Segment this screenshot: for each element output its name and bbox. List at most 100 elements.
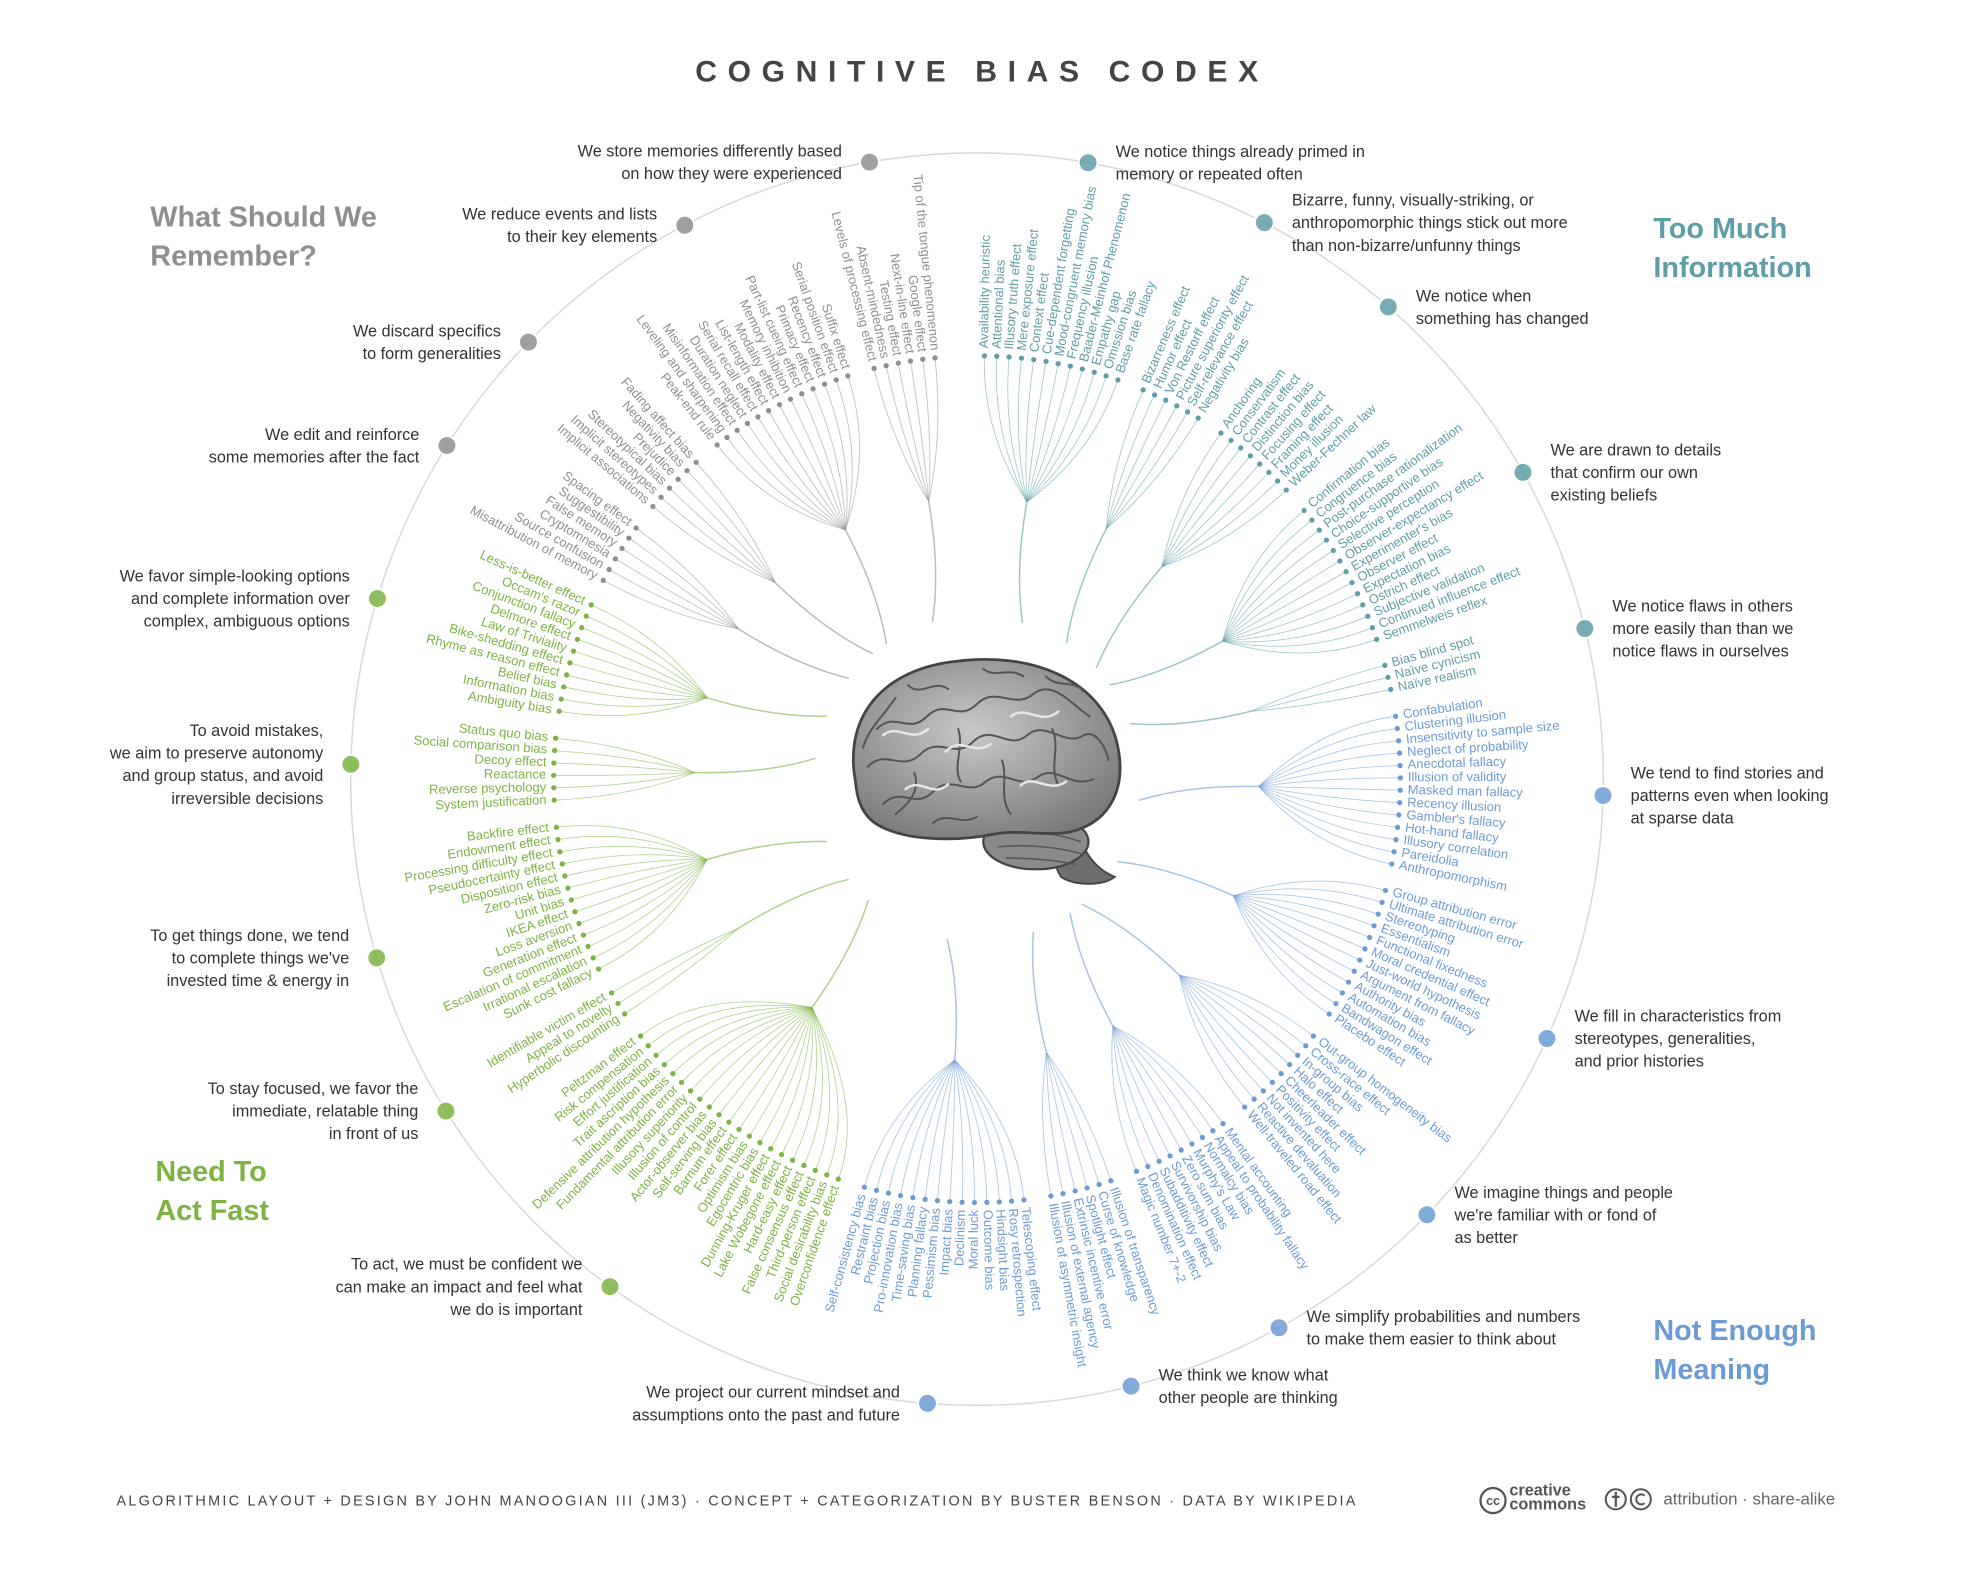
group-label: invested time & energy in	[167, 972, 350, 990]
branch	[1026, 363, 1047, 502]
branch	[1045, 1052, 1099, 1183]
bias-dot	[1251, 1096, 1257, 1102]
branch	[1258, 786, 1397, 816]
bias-dot	[1257, 461, 1263, 467]
branch	[679, 480, 776, 583]
group-label: existing beliefs	[1551, 487, 1658, 505]
branch	[718, 446, 846, 531]
bias-label: Anecdotal fallacy	[1407, 754, 1506, 772]
cc-badge	[1479, 1486, 1507, 1515]
group-label: We edit and reinforce	[265, 426, 419, 444]
bias-dot	[714, 442, 720, 448]
bias-dot	[590, 955, 596, 961]
branch	[1258, 728, 1395, 787]
branch	[804, 1007, 823, 1164]
branch	[1007, 359, 1028, 502]
branch	[613, 928, 739, 993]
branch	[710, 1007, 813, 1106]
group-dot	[674, 214, 696, 236]
branch	[922, 361, 931, 502]
branch	[924, 1059, 956, 1197]
group-label: patterns even when looking	[1631, 787, 1829, 805]
branch	[556, 772, 696, 801]
bias-dot	[565, 885, 571, 891]
trunk	[1031, 931, 1048, 1053]
branch	[1042, 1052, 1051, 1194]
bias-dot	[645, 1043, 651, 1049]
quadrant-title: Meaning	[1653, 1354, 1770, 1386]
group-dot	[1536, 1028, 1558, 1049]
bias-dot	[1343, 569, 1349, 575]
branch	[1161, 482, 1277, 567]
group-label: We imagine things and people	[1454, 1184, 1673, 1202]
bias-dot	[697, 1096, 703, 1102]
group-label: To act, we must be confident we	[351, 1256, 582, 1274]
branch	[760, 1007, 813, 1141]
bias-dot	[1218, 430, 1224, 436]
bias-dot	[1375, 911, 1381, 917]
bias-dot	[1397, 775, 1403, 781]
bias-dot	[1330, 547, 1336, 554]
bias-dot	[1084, 1185, 1090, 1191]
branch	[954, 1059, 1025, 1198]
branch	[793, 1007, 818, 1159]
branch	[1105, 396, 1154, 529]
bias-dot	[799, 391, 805, 397]
branch	[691, 1007, 813, 1090]
bias-dot	[653, 1052, 659, 1058]
group-dot	[1574, 618, 1596, 639]
branch	[611, 570, 739, 630]
bias-dot	[570, 648, 577, 654]
bias-dot	[1392, 713, 1399, 719]
branch	[1233, 895, 1363, 949]
branch	[836, 382, 853, 530]
bias-dot	[1310, 1033, 1317, 1039]
group-label: To stay focused, we favor the	[208, 1080, 419, 1098]
branch	[1222, 551, 1332, 642]
trunk	[706, 840, 827, 861]
branch	[630, 539, 739, 630]
bias-dot	[1309, 517, 1315, 523]
trunk	[706, 697, 827, 717]
bias-dot	[1178, 1147, 1184, 1153]
bias-dot	[561, 684, 567, 690]
bias-dot	[615, 1000, 621, 1007]
branch	[1258, 786, 1392, 852]
group-dot	[1077, 152, 1099, 174]
bias-dot	[984, 1199, 990, 1205]
branch	[1112, 1025, 1170, 1154]
bias-dot	[1393, 836, 1399, 843]
branch	[1222, 521, 1311, 642]
group-dot	[1416, 1204, 1438, 1226]
branch	[1222, 639, 1375, 654]
group-dot	[436, 435, 458, 456]
trunk	[927, 501, 937, 623]
group-label: can make an impact and feel what	[336, 1278, 583, 1296]
branch	[1258, 765, 1398, 787]
branch	[1222, 605, 1361, 642]
branch	[937, 1059, 956, 1199]
bias-dot	[583, 613, 589, 619]
branch	[682, 1007, 813, 1081]
branch	[748, 425, 846, 531]
branch	[701, 1007, 813, 1098]
sa-glyph	[1635, 1493, 1646, 1506]
branch	[1105, 391, 1143, 529]
bias-dot	[716, 1112, 722, 1118]
license-terms: attribution · share-alike	[1663, 1489, 1835, 1508]
brain-gyri	[862, 667, 1110, 824]
bias-dot	[574, 636, 581, 642]
branch	[728, 439, 846, 531]
branch	[588, 616, 708, 699]
bias-dot	[1220, 1121, 1226, 1127]
bias-dot	[885, 1190, 892, 1196]
bias-dot	[1382, 662, 1388, 669]
branch	[665, 1007, 812, 1064]
branch	[558, 825, 708, 860]
bias-dot	[553, 824, 560, 830]
group-label: we do is important	[449, 1301, 582, 1319]
group-label: to form generalities	[363, 345, 501, 363]
bias-dot	[1242, 1104, 1248, 1110]
branch	[1017, 360, 1028, 502]
trunk	[1109, 640, 1224, 686]
